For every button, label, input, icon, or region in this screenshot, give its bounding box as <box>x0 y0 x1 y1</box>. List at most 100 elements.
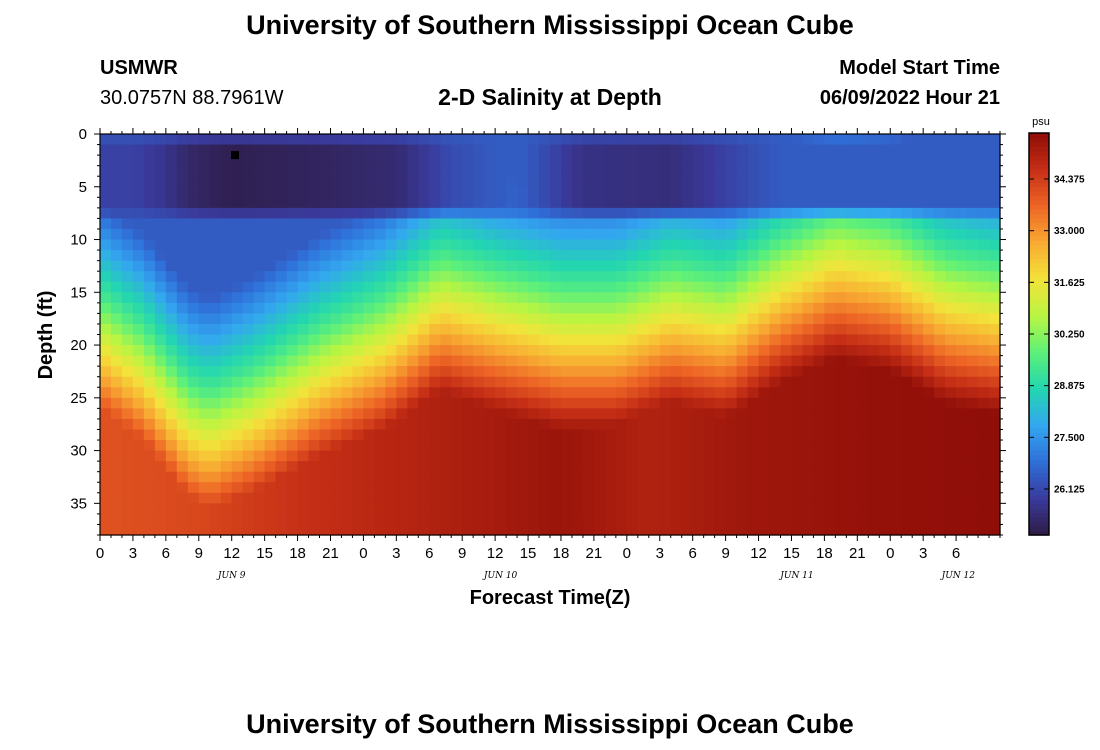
heatmap-cell <box>560 186 573 198</box>
heatmap-cell <box>626 176 639 188</box>
x-tick-label: 3 <box>919 545 927 562</box>
colorbar-segment <box>1029 173 1049 179</box>
heatmap-cell <box>275 429 288 441</box>
heatmap-cell <box>407 429 419 441</box>
heatmap-cell <box>835 239 847 251</box>
heatmap-cell <box>923 366 935 378</box>
heatmap-cell <box>132 260 145 272</box>
heatmap-cell <box>868 376 880 388</box>
heatmap-cell <box>780 408 793 420</box>
heatmap-cell <box>473 397 485 409</box>
heatmap-cell <box>780 334 793 346</box>
heatmap-cell <box>934 418 946 431</box>
heatmap-cell <box>593 471 606 483</box>
heatmap-cell <box>626 134 639 146</box>
heatmap-cell <box>154 228 167 241</box>
heatmap-cell <box>846 176 858 188</box>
heatmap-cell <box>813 281 825 293</box>
colorbar-segment <box>1029 436 1049 442</box>
heatmap-cell <box>100 366 112 378</box>
heatmap-cell <box>308 418 321 431</box>
heatmap-cell <box>901 334 913 346</box>
heatmap-cell <box>308 376 321 388</box>
heatmap-cell <box>539 408 551 420</box>
heatmap-cell <box>275 345 288 357</box>
heatmap-cell <box>473 513 485 526</box>
heatmap-cell <box>648 239 661 251</box>
heatmap-cell <box>725 450 738 462</box>
heatmap-cell <box>154 323 167 336</box>
heatmap-cell <box>297 492 310 504</box>
heatmap-cell <box>308 482 321 494</box>
heatmap-cell <box>550 397 562 409</box>
heatmap-cell <box>912 492 924 504</box>
colorbar-segment <box>1029 244 1049 250</box>
heatmap-cell <box>121 440 134 452</box>
heatmap-cell <box>231 313 244 325</box>
heatmap-cell <box>626 302 639 314</box>
heatmap-cell <box>341 397 354 409</box>
heatmap-cell <box>517 155 529 167</box>
heatmap-cell <box>528 513 540 526</box>
heatmap-cell <box>956 524 968 536</box>
heatmap-cell <box>473 302 485 314</box>
heatmap-cell <box>989 503 1001 515</box>
heatmap-cell <box>100 524 112 536</box>
heatmap-cell <box>462 503 474 515</box>
heatmap-cell <box>978 408 990 420</box>
colorbar-segment <box>1029 307 1049 313</box>
heatmap-cell <box>648 440 661 452</box>
heatmap-cell <box>659 429 672 441</box>
heatmap-cell <box>506 355 518 367</box>
heatmap-cell <box>758 313 771 325</box>
heatmap-cell <box>802 144 815 156</box>
colorbar-tick-label: 28.875 <box>1054 381 1085 392</box>
x-tick-label: 6 <box>425 545 433 562</box>
heatmap-cell <box>714 323 727 336</box>
heatmap-cell <box>484 281 496 293</box>
heatmap-cell <box>451 313 463 325</box>
heatmap-cell <box>374 281 386 293</box>
heatmap-cell <box>714 482 727 494</box>
heatmap-cell <box>154 429 167 441</box>
heatmap-cell <box>484 524 496 536</box>
heatmap-cell <box>440 260 452 272</box>
heatmap-cell <box>593 334 606 346</box>
heatmap-cell <box>132 302 145 314</box>
heatmap-cell <box>703 461 716 473</box>
heatmap-cell <box>319 492 332 504</box>
heatmap-cell <box>582 176 595 188</box>
heatmap-cell <box>978 186 990 198</box>
heatmap-cell <box>714 281 727 293</box>
heatmap-cell <box>582 250 595 262</box>
heatmap-cell <box>846 387 858 399</box>
heatmap-cell <box>571 292 584 304</box>
heatmap-cell <box>725 513 738 526</box>
heatmap-cell <box>901 376 913 388</box>
heatmap-cell <box>154 250 167 262</box>
heatmap-cell <box>582 334 595 346</box>
heatmap-cell <box>978 524 990 536</box>
heatmap-cell <box>857 292 869 304</box>
heatmap-cell <box>187 218 200 230</box>
heatmap-cell <box>418 302 430 314</box>
heatmap-cell <box>528 260 540 272</box>
heatmap-cell <box>670 207 683 220</box>
heatmap-cell <box>802 471 815 483</box>
heatmap-cell <box>637 134 650 146</box>
heatmap-cell <box>824 250 836 262</box>
heatmap-cell <box>692 302 705 314</box>
x-date-label: JUN 12 <box>940 571 976 581</box>
heatmap-cell <box>571 450 584 462</box>
heatmap-cell <box>253 492 266 504</box>
heatmap-cell <box>451 218 463 230</box>
heatmap-cell <box>813 197 825 209</box>
heatmap-cell <box>835 376 847 388</box>
heatmap-cell <box>824 260 836 272</box>
heatmap-cell <box>176 292 189 304</box>
heatmap-cell <box>121 482 134 494</box>
heatmap-cell <box>923 144 935 156</box>
heatmap-cell <box>143 134 156 146</box>
heatmap-cell <box>154 197 167 209</box>
heatmap-cell <box>297 271 310 283</box>
